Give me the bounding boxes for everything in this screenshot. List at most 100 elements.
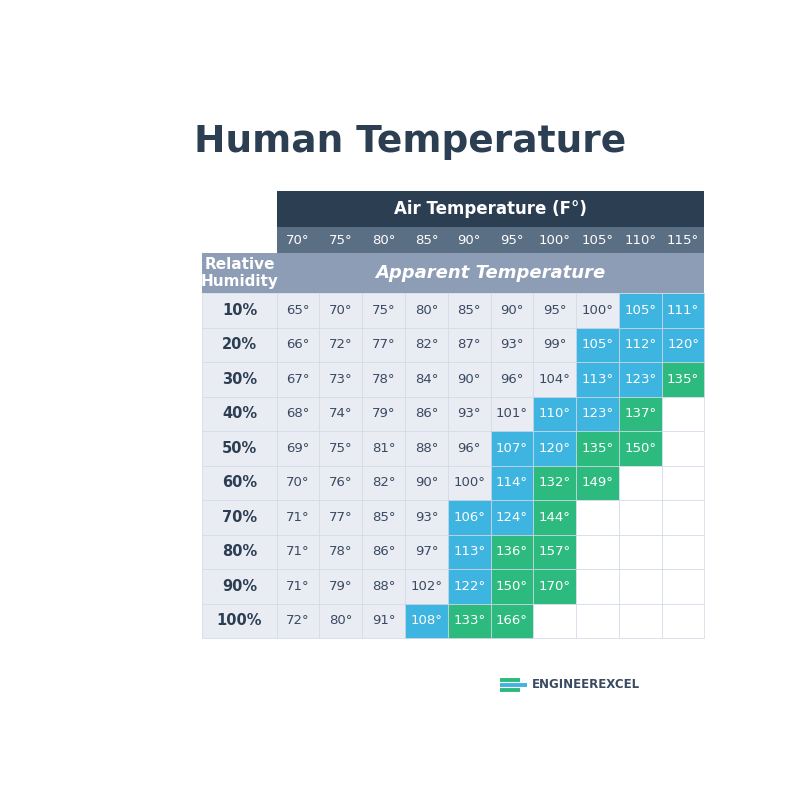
FancyBboxPatch shape (534, 466, 576, 500)
FancyBboxPatch shape (405, 534, 448, 569)
Text: Human Temperature: Human Temperature (194, 124, 626, 160)
Text: 93°: 93° (500, 338, 524, 351)
FancyBboxPatch shape (202, 362, 277, 397)
FancyBboxPatch shape (277, 534, 319, 569)
Text: 40%: 40% (222, 406, 257, 422)
Text: 80%: 80% (222, 544, 257, 559)
FancyBboxPatch shape (662, 569, 705, 603)
Text: 90%: 90% (222, 579, 257, 594)
FancyBboxPatch shape (619, 328, 662, 362)
FancyBboxPatch shape (362, 328, 405, 362)
FancyBboxPatch shape (490, 500, 534, 534)
Text: 135°: 135° (667, 373, 699, 386)
Text: 137°: 137° (624, 407, 656, 420)
Text: 80°: 80° (414, 304, 438, 317)
FancyBboxPatch shape (362, 534, 405, 569)
FancyBboxPatch shape (576, 431, 619, 466)
FancyBboxPatch shape (662, 466, 705, 500)
Text: 108°: 108° (410, 614, 442, 627)
Text: 115°: 115° (667, 234, 699, 246)
FancyBboxPatch shape (534, 293, 576, 328)
Text: 50%: 50% (222, 441, 257, 456)
Text: 75°: 75° (329, 442, 353, 455)
Text: 68°: 68° (286, 407, 310, 420)
Text: 75°: 75° (329, 234, 353, 246)
Text: 99°: 99° (543, 338, 566, 351)
FancyBboxPatch shape (448, 328, 490, 362)
FancyBboxPatch shape (362, 466, 405, 500)
FancyBboxPatch shape (619, 397, 662, 431)
Text: 90°: 90° (500, 304, 524, 317)
FancyBboxPatch shape (202, 431, 277, 466)
Text: 72°: 72° (286, 614, 310, 627)
Text: 86°: 86° (372, 546, 395, 558)
FancyBboxPatch shape (490, 397, 534, 431)
FancyBboxPatch shape (405, 397, 448, 431)
FancyBboxPatch shape (319, 466, 362, 500)
Text: 123°: 123° (582, 407, 614, 420)
FancyBboxPatch shape (619, 569, 662, 603)
Text: 82°: 82° (414, 338, 438, 351)
FancyBboxPatch shape (319, 603, 362, 638)
Text: 90°: 90° (414, 476, 438, 490)
FancyBboxPatch shape (662, 500, 705, 534)
FancyBboxPatch shape (405, 431, 448, 466)
FancyBboxPatch shape (534, 431, 576, 466)
Text: 75°: 75° (372, 304, 395, 317)
Text: 20%: 20% (222, 338, 257, 352)
FancyBboxPatch shape (576, 534, 619, 569)
FancyBboxPatch shape (405, 569, 448, 603)
FancyBboxPatch shape (405, 500, 448, 534)
FancyBboxPatch shape (277, 293, 319, 328)
Text: 104°: 104° (539, 373, 570, 386)
FancyBboxPatch shape (662, 397, 705, 431)
FancyBboxPatch shape (490, 328, 534, 362)
Text: 71°: 71° (286, 511, 310, 524)
Text: 87°: 87° (458, 338, 481, 351)
FancyBboxPatch shape (277, 253, 705, 293)
Text: 73°: 73° (329, 373, 353, 386)
Text: 95°: 95° (500, 234, 524, 246)
Text: 97°: 97° (414, 546, 438, 558)
FancyBboxPatch shape (202, 293, 277, 328)
FancyBboxPatch shape (202, 397, 277, 431)
Text: 96°: 96° (500, 373, 524, 386)
Text: Relative
Humidity: Relative Humidity (201, 257, 278, 290)
FancyBboxPatch shape (534, 362, 576, 397)
FancyBboxPatch shape (448, 569, 490, 603)
Text: 112°: 112° (624, 338, 656, 351)
FancyBboxPatch shape (576, 293, 619, 328)
FancyBboxPatch shape (576, 328, 619, 362)
Text: 70°: 70° (286, 234, 310, 246)
Text: 88°: 88° (372, 580, 395, 593)
FancyBboxPatch shape (277, 569, 319, 603)
FancyBboxPatch shape (534, 569, 576, 603)
FancyBboxPatch shape (534, 397, 576, 431)
FancyBboxPatch shape (490, 534, 534, 569)
FancyBboxPatch shape (662, 534, 705, 569)
FancyBboxPatch shape (202, 534, 277, 569)
FancyBboxPatch shape (319, 569, 362, 603)
Text: 30%: 30% (222, 372, 257, 387)
Text: 96°: 96° (458, 442, 481, 455)
Text: 111°: 111° (667, 304, 699, 317)
FancyBboxPatch shape (319, 534, 362, 569)
FancyBboxPatch shape (277, 603, 319, 638)
FancyBboxPatch shape (362, 431, 405, 466)
Text: 77°: 77° (329, 511, 353, 524)
FancyBboxPatch shape (448, 500, 490, 534)
Text: 67°: 67° (286, 373, 310, 386)
FancyBboxPatch shape (448, 293, 490, 328)
FancyBboxPatch shape (619, 431, 662, 466)
FancyBboxPatch shape (448, 397, 490, 431)
FancyBboxPatch shape (448, 466, 490, 500)
Text: 149°: 149° (582, 476, 614, 490)
Text: 107°: 107° (496, 442, 528, 455)
FancyBboxPatch shape (277, 362, 319, 397)
FancyBboxPatch shape (277, 191, 705, 227)
Text: 166°: 166° (496, 614, 528, 627)
Text: 93°: 93° (458, 407, 481, 420)
Text: 100%: 100% (217, 614, 262, 628)
FancyBboxPatch shape (202, 328, 277, 362)
FancyBboxPatch shape (448, 431, 490, 466)
